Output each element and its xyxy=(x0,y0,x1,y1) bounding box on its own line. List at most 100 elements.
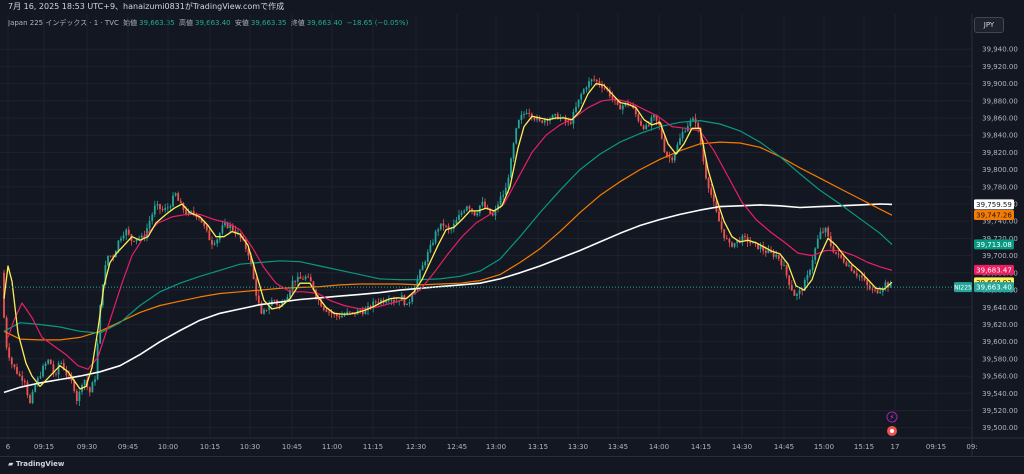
candle-body xyxy=(679,138,681,145)
candle-body xyxy=(21,375,24,381)
candle-body xyxy=(853,270,856,274)
candle-body xyxy=(520,115,523,120)
candle-body xyxy=(265,309,268,311)
y-tick-label: 39,880.00 xyxy=(982,97,1018,105)
candle-body xyxy=(793,290,796,296)
candle-body xyxy=(419,270,421,279)
candle-body xyxy=(34,385,37,392)
candle-body xyxy=(18,373,21,376)
candle-body xyxy=(10,357,13,365)
candle-body xyxy=(377,302,380,304)
candle-body xyxy=(689,120,692,127)
x-tick-label: 15:00 xyxy=(814,443,834,451)
candle-body xyxy=(871,288,874,290)
candle-body xyxy=(733,243,736,247)
candle-body xyxy=(192,211,195,214)
x-tick-label: 12:45 xyxy=(447,443,467,451)
candle-body xyxy=(16,367,18,374)
candle-body xyxy=(322,306,325,310)
candle-body xyxy=(504,187,507,195)
y-tick-label: 39,500.00 xyxy=(982,424,1018,432)
candle-body xyxy=(598,81,601,85)
candle-body xyxy=(416,278,419,288)
candle-body xyxy=(523,113,525,116)
price-tag-label: 39,759.59 xyxy=(976,201,1012,209)
candle-body xyxy=(458,215,460,221)
candle-body xyxy=(832,246,835,253)
x-tick-label: 10:00 xyxy=(158,443,178,451)
x-tick-label: 12:30 xyxy=(406,443,426,451)
candle-body xyxy=(478,205,481,214)
candle-body xyxy=(244,239,247,249)
price-tag-bg xyxy=(974,239,1014,250)
candle-body xyxy=(842,257,845,263)
candle-body xyxy=(255,279,258,296)
candle-body xyxy=(369,306,372,308)
candle-body xyxy=(387,300,390,302)
candle-body xyxy=(166,207,169,209)
candle-body xyxy=(725,238,728,239)
y-tick-label: 39,920.00 xyxy=(982,63,1018,71)
candle-body xyxy=(481,201,484,206)
candle-body xyxy=(169,206,172,208)
candle-body xyxy=(671,157,674,161)
candle-body xyxy=(824,227,827,233)
x-tick-label: 09:15 xyxy=(34,443,54,451)
candle-body xyxy=(309,277,312,282)
candle-body xyxy=(8,347,11,358)
candle-body xyxy=(554,114,557,116)
candle-body xyxy=(83,379,86,386)
candle-body xyxy=(47,359,50,364)
currency-button[interactable]: JPY xyxy=(974,17,1004,33)
x-tick-label: 10:15 xyxy=(200,443,220,451)
candle-body xyxy=(302,278,304,280)
candle-body xyxy=(328,311,330,313)
candle-body xyxy=(533,117,536,120)
candle-body xyxy=(250,255,252,264)
candle-body xyxy=(801,290,804,292)
y-tick-label: 39,600.00 xyxy=(982,338,1018,346)
candle-body xyxy=(731,242,733,247)
candle-body xyxy=(330,311,333,314)
candle-body xyxy=(881,288,884,292)
price-tag-bg xyxy=(974,199,1014,210)
candle-body xyxy=(73,380,76,391)
candle-body xyxy=(473,210,476,216)
symbol-name[interactable]: Japan 225 インデックス · 1 · TVC xyxy=(8,19,119,27)
candle-body xyxy=(510,158,512,178)
candle-body xyxy=(263,309,265,314)
price-tag-bg xyxy=(974,264,1014,275)
candle-body xyxy=(837,253,840,255)
x-tick-label: 13:15 xyxy=(528,443,548,451)
x-tick-label: 13:45 xyxy=(608,443,628,451)
ma-yellow-line xyxy=(3,82,893,390)
candle-body xyxy=(348,311,351,313)
open-value: 39,663.35 xyxy=(139,19,175,27)
time-axis: 6 09:15 09:30 09:45 10:00 10:15 10:30 10:45 11:0… xyxy=(0,437,1024,451)
candle-body xyxy=(343,314,346,316)
candle-body xyxy=(507,177,510,188)
candle-body xyxy=(135,238,138,242)
candle-body xyxy=(307,276,310,278)
candle-body xyxy=(351,312,354,314)
candle-body xyxy=(858,275,861,277)
tradingview-logo[interactable]: ▰ TradingView xyxy=(8,460,64,468)
candle-body xyxy=(676,144,679,154)
candle-body xyxy=(525,112,528,114)
candle-body xyxy=(78,391,81,402)
price-tag-label: 39,663.40 xyxy=(976,284,1012,292)
candle-body xyxy=(611,96,614,99)
candle-body xyxy=(421,265,424,271)
candle-body xyxy=(759,246,762,250)
price-labels: 39,759.59 39,747.26 39,713.08 39,683.47 39,6… xyxy=(954,199,1014,293)
candle-body xyxy=(744,235,746,238)
candle-body xyxy=(107,255,109,266)
candle-body xyxy=(120,238,122,241)
price-tag-bg xyxy=(974,282,1014,293)
y-tick-label: 39,840.00 xyxy=(982,132,1018,140)
candle-body xyxy=(476,213,479,216)
candle-body xyxy=(291,280,294,291)
candle-body xyxy=(723,229,726,239)
candle-body xyxy=(372,301,375,308)
